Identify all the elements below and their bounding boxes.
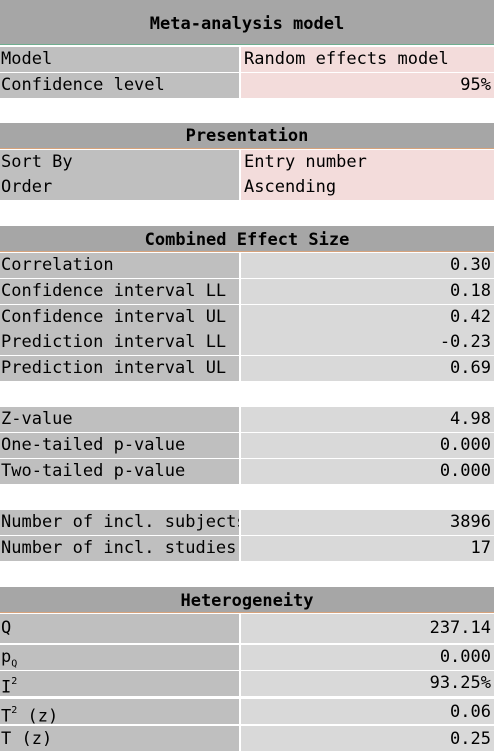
z-value: 4.98 xyxy=(241,407,494,432)
pi-ul-value: 0.69 xyxy=(241,356,494,381)
confidence-level-label: Confidence level xyxy=(0,73,239,98)
combined-effect-size-header: Combined Effect Size xyxy=(0,226,494,252)
pi-ll-value: -0.23 xyxy=(241,330,494,355)
presentation-header: Presentation xyxy=(0,123,494,149)
ci-ll-value: 0.18 xyxy=(241,279,494,304)
pi-ul-label: Prediction interval UL xyxy=(0,356,239,381)
table-row: T2 (z) 0.06 xyxy=(0,699,494,724)
t2-label: T2 (z) xyxy=(0,699,239,724)
order-value-cell[interactable]: Ascending xyxy=(241,175,494,200)
num-studies-label: Number of incl. studies xyxy=(0,536,239,561)
model-value-cell[interactable]: Random effects model xyxy=(241,47,494,72)
confidence-level-row: Confidence level 95% xyxy=(0,73,494,98)
correlation-label: Correlation xyxy=(0,253,239,278)
heterogeneity-header: Heterogeneity xyxy=(0,587,494,613)
table-row: I2 93.25% xyxy=(0,671,494,696)
table-row: Q 237.14 xyxy=(0,614,494,643)
i2-label-sup: 2 xyxy=(11,676,18,687)
num-subjects-label: Number of incl. subjects xyxy=(0,510,239,535)
meta-analysis-model-header: Meta-analysis model xyxy=(0,0,494,45)
t2-value: 0.06 xyxy=(241,699,494,724)
table-row: Confidence interval LL 0.18 xyxy=(0,279,494,304)
model-row: Model Random effects model xyxy=(0,47,494,72)
order-label: Order xyxy=(0,175,239,200)
table-row: Correlation 0.30 xyxy=(0,253,494,278)
ci-ll-label: Confidence interval LL xyxy=(0,279,239,304)
table-row: Z-value 4.98 xyxy=(0,407,494,432)
table-row: pQ 0.000 xyxy=(0,645,494,670)
pi-ll-label: Prediction interval LL xyxy=(0,330,239,355)
t2-label-rest: (z) xyxy=(17,706,59,724)
table-row: Number of incl. studies 17 xyxy=(0,536,494,561)
sort-by-value-cell[interactable]: Entry number xyxy=(241,150,494,175)
order-row: Order Ascending xyxy=(0,175,494,200)
confidence-level-value-cell[interactable]: 95% xyxy=(241,73,494,98)
pq-label: pQ xyxy=(0,645,239,670)
sort-by-label: Sort By xyxy=(0,150,239,175)
table-row: Prediction interval UL 0.69 xyxy=(0,356,494,381)
correlation-value: 0.30 xyxy=(241,253,494,278)
two-tailed-p-value: 0.000 xyxy=(241,459,494,484)
num-subjects-value: 3896 xyxy=(241,510,494,535)
two-tailed-p-label: Two-tailed p-value xyxy=(0,459,239,484)
q-label: Q xyxy=(0,614,239,643)
table-row: Confidence interval UL 0.42 xyxy=(0,305,494,330)
pq-value: 0.000 xyxy=(241,645,494,670)
pq-label-main: p xyxy=(1,647,12,667)
i2-label: I2 xyxy=(0,671,239,696)
model-label: Model xyxy=(0,47,239,72)
t-label: T (z) xyxy=(0,726,239,751)
table-row: Number of incl. subjects 3896 xyxy=(0,510,494,535)
sort-by-row: Sort By Entry number xyxy=(0,150,494,175)
table-row: Two-tailed p-value 0.000 xyxy=(0,459,494,484)
i2-value: 93.25% xyxy=(241,671,494,696)
pq-label-sub: Q xyxy=(11,658,18,670)
ci-ul-value: 0.42 xyxy=(241,305,494,330)
t2-label-main: T xyxy=(1,706,12,724)
one-tailed-p-value: 0.000 xyxy=(241,433,494,458)
t2-label-sup: 2 xyxy=(11,705,18,716)
q-value: 237.14 xyxy=(241,614,494,643)
table-row: One-tailed p-value 0.000 xyxy=(0,433,494,458)
ci-ul-label: Confidence interval UL xyxy=(0,305,239,330)
table-row: Prediction interval LL -0.23 xyxy=(0,330,494,355)
table-row: T (z) 0.25 xyxy=(0,726,494,751)
z-value-label: Z-value xyxy=(0,407,239,432)
i2-label-main: I xyxy=(1,677,12,696)
t-value: 0.25 xyxy=(241,726,494,751)
num-studies-value: 17 xyxy=(241,536,494,561)
one-tailed-p-label: One-tailed p-value xyxy=(0,433,239,458)
